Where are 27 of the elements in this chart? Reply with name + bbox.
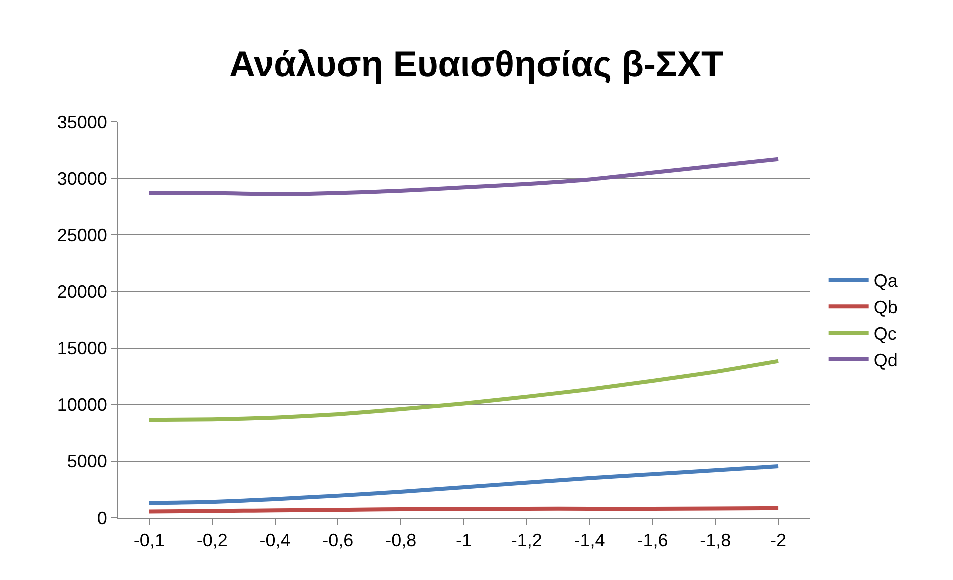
legend-label: Qc	[874, 324, 897, 344]
y-tick-label: 5000	[67, 452, 108, 472]
x-tick-label: -1,4	[574, 530, 606, 551]
y-tick-label: 35000	[57, 112, 108, 132]
line-series	[147, 157, 781, 196]
x-tick-label: -0,4	[260, 530, 291, 551]
chart-title: Ανάλυση Ευαισθησίας β-ΣΧΤ	[229, 43, 724, 84]
y-tick-label: 10000	[57, 395, 108, 416]
y-tick-label: 15000	[57, 338, 108, 359]
x-tick-label: -1	[456, 530, 472, 551]
x-tick-label: -2	[770, 530, 787, 551]
line-series	[147, 464, 781, 506]
x-tick-label: -0,6	[322, 530, 354, 551]
legend-label: Qb	[874, 298, 898, 318]
y-tick-label: 20000	[57, 282, 108, 302]
x-tick-label: -0,2	[196, 530, 228, 551]
line-series	[147, 359, 781, 422]
legend-label: Qa	[874, 271, 899, 292]
y-tick-label: 25000	[57, 225, 108, 246]
y-tick-label: 0	[97, 508, 108, 528]
y-tick-label: 30000	[57, 168, 108, 189]
x-tick-label: -1,8	[700, 530, 732, 551]
x-tick-label: -0,8	[386, 530, 417, 551]
x-tick-label: -0,1	[134, 530, 165, 551]
x-tick-label: -1,2	[511, 530, 542, 551]
legend-label: Qd	[874, 350, 898, 370]
x-tick-label: -1,6	[637, 530, 668, 551]
